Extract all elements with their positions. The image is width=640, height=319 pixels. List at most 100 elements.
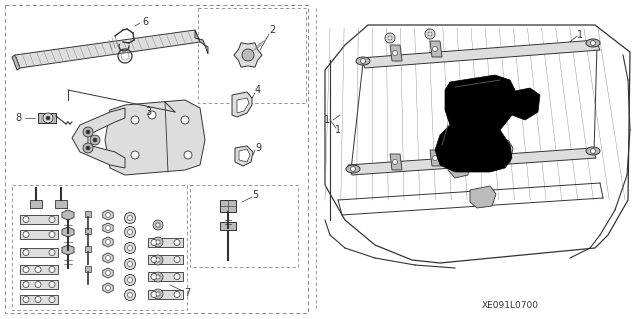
Polygon shape <box>220 222 236 230</box>
Circle shape <box>49 281 55 287</box>
Polygon shape <box>430 41 442 57</box>
Ellipse shape <box>346 165 360 173</box>
Circle shape <box>23 232 29 238</box>
Circle shape <box>153 220 163 230</box>
Polygon shape <box>20 215 58 224</box>
Circle shape <box>83 127 93 137</box>
Polygon shape <box>103 223 113 233</box>
Circle shape <box>127 262 132 266</box>
Circle shape <box>174 240 180 246</box>
Polygon shape <box>85 211 91 217</box>
Circle shape <box>181 116 189 124</box>
Circle shape <box>425 29 435 39</box>
Circle shape <box>127 293 132 298</box>
Polygon shape <box>325 25 630 263</box>
Circle shape <box>90 135 100 145</box>
Polygon shape <box>85 266 91 272</box>
Polygon shape <box>62 245 74 255</box>
Text: 3: 3 <box>145 107 151 117</box>
Polygon shape <box>237 98 249 113</box>
Polygon shape <box>85 228 91 234</box>
Polygon shape <box>30 200 42 208</box>
Circle shape <box>127 246 132 250</box>
Polygon shape <box>103 283 113 293</box>
Circle shape <box>174 273 180 279</box>
Polygon shape <box>20 265 58 274</box>
Polygon shape <box>232 92 252 117</box>
Polygon shape <box>435 75 515 172</box>
Polygon shape <box>103 268 113 278</box>
Polygon shape <box>235 146 253 166</box>
Polygon shape <box>12 55 20 70</box>
Circle shape <box>49 266 55 272</box>
Text: 2: 2 <box>269 25 275 35</box>
Circle shape <box>35 266 41 272</box>
Polygon shape <box>103 210 113 220</box>
Polygon shape <box>195 30 208 54</box>
Circle shape <box>156 223 160 227</box>
Circle shape <box>106 256 111 261</box>
Circle shape <box>385 33 395 43</box>
Circle shape <box>106 286 111 291</box>
Polygon shape <box>490 140 513 168</box>
Polygon shape <box>20 295 58 304</box>
Text: 7: 7 <box>184 288 190 298</box>
Text: 5: 5 <box>252 190 258 200</box>
Circle shape <box>148 111 156 119</box>
Circle shape <box>591 41 595 46</box>
Circle shape <box>127 216 132 220</box>
Polygon shape <box>55 200 67 208</box>
Ellipse shape <box>586 147 600 155</box>
Polygon shape <box>38 113 56 123</box>
Text: 1: 1 <box>324 115 330 125</box>
Circle shape <box>428 32 432 36</box>
Circle shape <box>23 296 29 302</box>
Circle shape <box>49 217 55 222</box>
Polygon shape <box>360 40 600 68</box>
Circle shape <box>127 278 132 283</box>
Polygon shape <box>20 248 58 257</box>
Polygon shape <box>72 108 125 168</box>
Circle shape <box>131 116 139 124</box>
Polygon shape <box>239 149 250 162</box>
Polygon shape <box>510 88 540 120</box>
Circle shape <box>360 58 365 63</box>
Polygon shape <box>220 200 236 212</box>
Bar <box>5 5 308 313</box>
Polygon shape <box>20 280 58 289</box>
Circle shape <box>242 49 254 61</box>
Circle shape <box>49 296 55 302</box>
Polygon shape <box>62 227 74 237</box>
Polygon shape <box>20 230 58 239</box>
Circle shape <box>125 212 136 224</box>
Polygon shape <box>348 148 596 175</box>
Circle shape <box>23 249 29 256</box>
Circle shape <box>106 226 111 231</box>
Circle shape <box>184 151 192 159</box>
Ellipse shape <box>586 39 600 47</box>
Polygon shape <box>148 272 183 281</box>
Polygon shape <box>148 255 183 264</box>
Circle shape <box>156 240 160 244</box>
Circle shape <box>35 281 41 287</box>
Circle shape <box>125 242 136 254</box>
Circle shape <box>23 281 29 287</box>
Polygon shape <box>105 100 205 175</box>
Text: 4: 4 <box>255 85 261 95</box>
Circle shape <box>392 160 397 165</box>
Circle shape <box>174 292 180 298</box>
Polygon shape <box>148 290 183 299</box>
Polygon shape <box>62 210 74 220</box>
Circle shape <box>93 138 97 142</box>
Polygon shape <box>234 43 262 67</box>
Polygon shape <box>470 186 496 208</box>
Circle shape <box>591 149 595 153</box>
Circle shape <box>151 292 157 298</box>
Bar <box>198 8 306 103</box>
Circle shape <box>433 47 438 51</box>
Polygon shape <box>448 150 470 178</box>
Circle shape <box>125 258 136 270</box>
Circle shape <box>151 240 157 246</box>
Circle shape <box>153 237 163 247</box>
Polygon shape <box>390 45 402 61</box>
